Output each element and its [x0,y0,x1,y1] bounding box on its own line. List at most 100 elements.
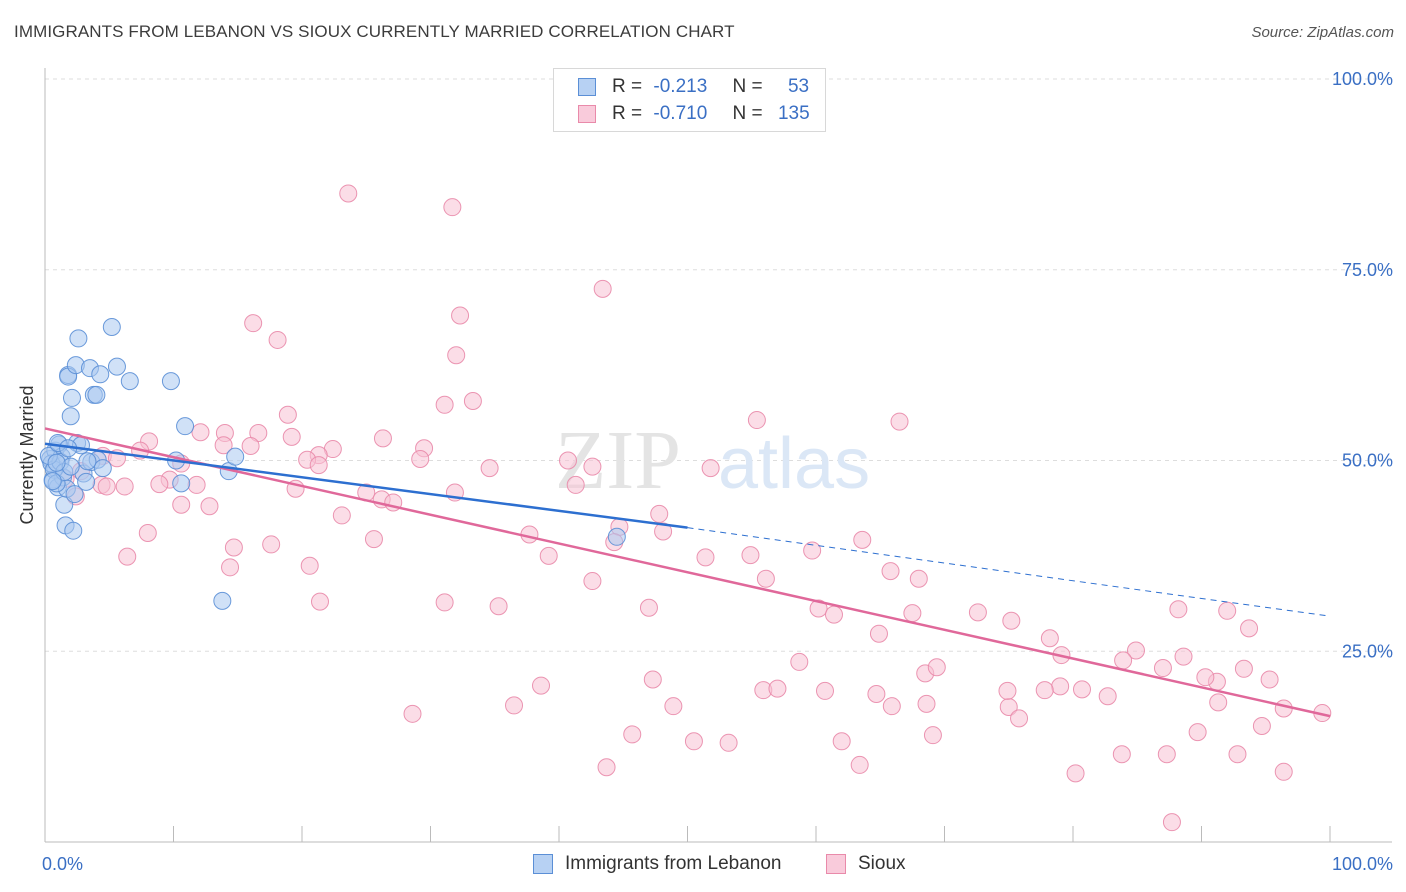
sioux-point [187,475,206,494]
sioux-point [1169,600,1188,619]
sioux-point [138,523,157,542]
sioux-point [1174,647,1193,666]
sioux-point [1196,668,1215,687]
sioux-point [998,681,1017,700]
sioux-point [639,598,658,617]
sioux-point [214,436,233,455]
bottom-legend-label: Immigrants from Lebanon [565,853,782,874]
watermark: ZIP atlas [555,414,870,507]
sioux-point [650,504,669,523]
sioux-point [1234,659,1253,678]
lebanon-point [47,453,66,472]
sioux-point [1066,764,1085,783]
sioux-point [300,556,319,575]
legend-n-value: 135 [777,103,810,124]
legend-row-sioux: R = -0.710 N = 135 [554,101,825,127]
sioux-point [923,726,942,745]
lebanon-point [102,317,121,336]
sioux-point [268,330,287,349]
sioux-point [1051,677,1070,696]
lebanon-point [65,485,84,504]
sioux-point [1240,619,1259,638]
legend-r-value: -0.213 [653,76,708,97]
sioux-point [505,696,524,715]
sioux-point [696,548,715,567]
sioux-point [623,725,642,744]
sioux-point [850,755,869,774]
sioux-point [463,391,482,410]
sioux-point [824,605,843,624]
sioux-point [411,449,430,468]
sioux-point [200,497,219,516]
y-tick-label: 75.0% [1342,260,1393,280]
sioux-point [1112,745,1131,764]
sioux-point [241,437,260,456]
lebanon-trend-extension [687,527,1331,617]
sioux-point [768,679,787,698]
lebanon-trend-line [44,442,688,529]
sioux-point [443,198,462,217]
lebanon-point [78,452,97,471]
sioux-point [1274,699,1293,718]
sioux-point [532,676,551,695]
sioux-point [278,405,297,424]
legend-n-label: N = [732,103,763,124]
bottom-swatch-pink [826,854,846,874]
sioux-point [917,694,936,713]
sioux-points [56,184,1332,832]
sioux-point [310,592,329,611]
sioux-point [597,758,616,777]
sioux-point [339,184,358,203]
legend-r-label: R = [612,76,643,97]
lebanon-point [77,472,96,491]
lebanon-point [87,385,106,404]
sioux-point [809,599,828,618]
sioux-point [869,624,888,643]
lebanon-points [39,317,626,610]
sioux-point [756,569,775,588]
sioux-point [747,411,766,430]
sioux-point [968,603,987,622]
legend-r-value: -0.710 [653,103,708,124]
sioux-point [150,475,169,494]
bottom-legend-label: Sioux [858,853,906,874]
sioux-point [1188,723,1207,742]
trend-lines [44,427,1331,718]
lebanon-point [91,365,110,384]
sioux-point [1153,659,1172,678]
legend-n-value: 53 [787,76,810,97]
sioux-point [1209,693,1228,712]
lebanon-point [226,447,245,466]
x-tick-label-min: 0.0% [42,854,83,874]
sioux-point [909,569,928,588]
sioux-point [364,530,383,549]
x-tick-label-max: 100.0% [1332,854,1393,874]
lebanon-point [176,417,195,436]
sioux-point [224,538,243,557]
sioux-point [172,495,191,514]
sioux-point [654,522,673,541]
sioux-point [447,346,466,365]
sioux-point [1274,762,1293,781]
chart-source: Source: ZipAtlas.com [1251,24,1394,41]
sioux-point [1114,651,1133,670]
sioux-trend-line [44,427,1331,718]
y-tick-label: 100.0% [1332,69,1393,89]
lebanon-point [107,357,126,376]
sioux-point [853,530,872,549]
chart-title: IMMIGRANTS FROM LEBANON VS SIOUX CURRENT… [14,22,735,41]
sioux-point [790,652,809,671]
sioux-point [643,670,662,689]
sioux-point [115,477,134,496]
legend-row-lebanon: R = -0.213 N = 53 [554,74,825,100]
sioux-point [832,732,851,751]
legend-swatch-blue [578,78,596,96]
sioux-point [1228,745,1247,764]
lebanon-point [172,474,191,493]
sioux-point [282,427,301,446]
sioux-point [719,733,738,752]
sioux-point [1010,709,1029,728]
sioux-point [741,546,760,565]
sioux-point [664,697,683,716]
